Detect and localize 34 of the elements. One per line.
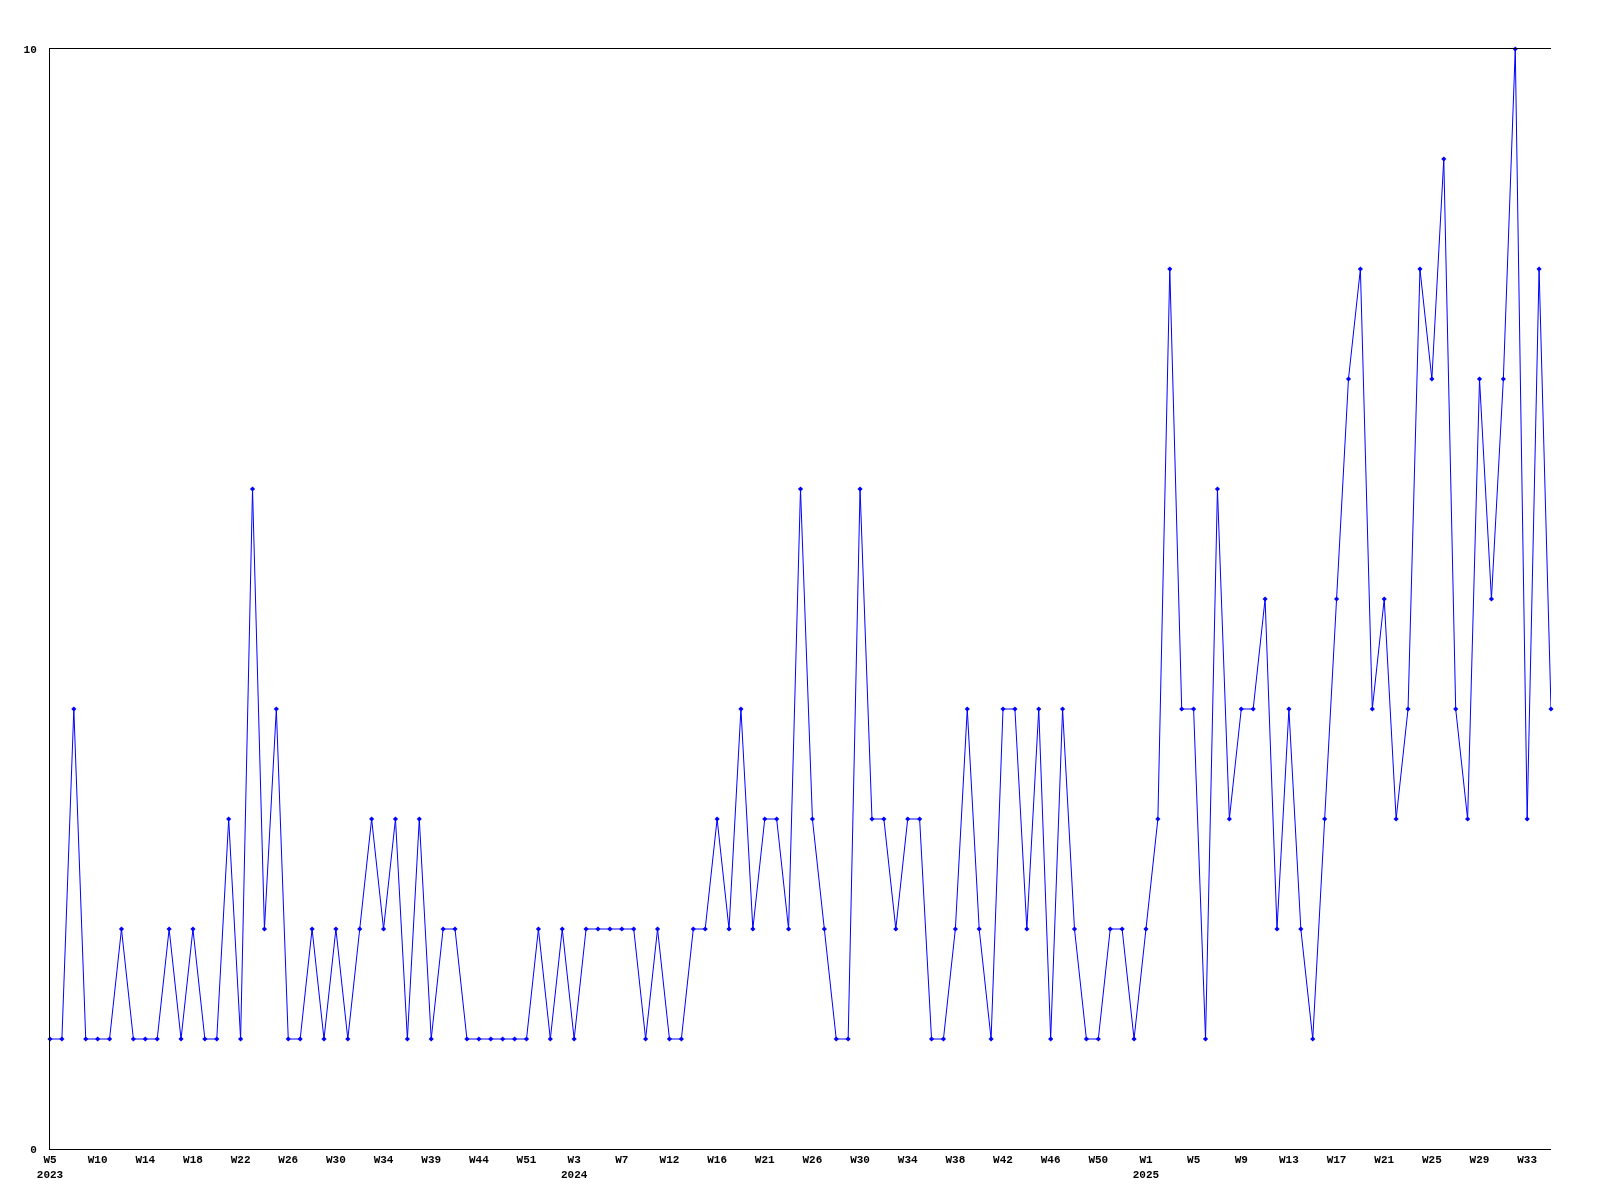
x-tick-label: W18 [183,1154,204,1167]
x-tick-label: W5 2023 [36,1154,64,1181]
x-tick-label: W42 [993,1154,1013,1167]
y-tick-label: 0 [30,1143,37,1156]
x-tick-label: W21 [754,1154,776,1167]
x-tick-label: W10 [87,1154,108,1167]
x-tick-label: W50 [1088,1154,1109,1167]
x-tick-label: W33 [1517,1154,1538,1167]
x-tick-label: W44 [468,1154,490,1167]
x-tick-label: W46 [1040,1154,1061,1167]
x-tick-label: W13 [1279,1154,1300,1167]
x-tick-label: W30 [325,1154,346,1167]
x-tick-label: W12 [659,1154,680,1167]
x-tick-label: W30 [850,1154,870,1167]
x-tick-label: W25 [1421,1154,1443,1167]
x-tick-label: W22 [230,1154,251,1167]
x-tick-label: W9 [1234,1154,1248,1167]
x-tick-label: W17 [1326,1154,1347,1167]
x-tick-label: W5 [1187,1154,1201,1167]
x-tick-label: W14 [135,1154,156,1167]
x-tick-label: W29 [1469,1154,1490,1167]
x-tick-label: W1 2025 [1132,1154,1160,1181]
x-tick-label: W26 [278,1154,299,1167]
x-tick-label: W51 [516,1154,537,1167]
x-tick-label: W21 [1374,1154,1395,1167]
x-tick-label: W7 [615,1154,629,1167]
x-tick-label: W38 [945,1154,966,1167]
x-tick-label: W34 [373,1154,394,1167]
x-tick-label: W39 [421,1154,442,1167]
x-tick-label: W16 [707,1154,728,1167]
x-tick-label: W34 [897,1154,919,1167]
x-tick-label: W26 [802,1154,823,1167]
y-tick-label: 10 [23,43,37,56]
x-tick-label: W3 2024 [560,1154,588,1181]
